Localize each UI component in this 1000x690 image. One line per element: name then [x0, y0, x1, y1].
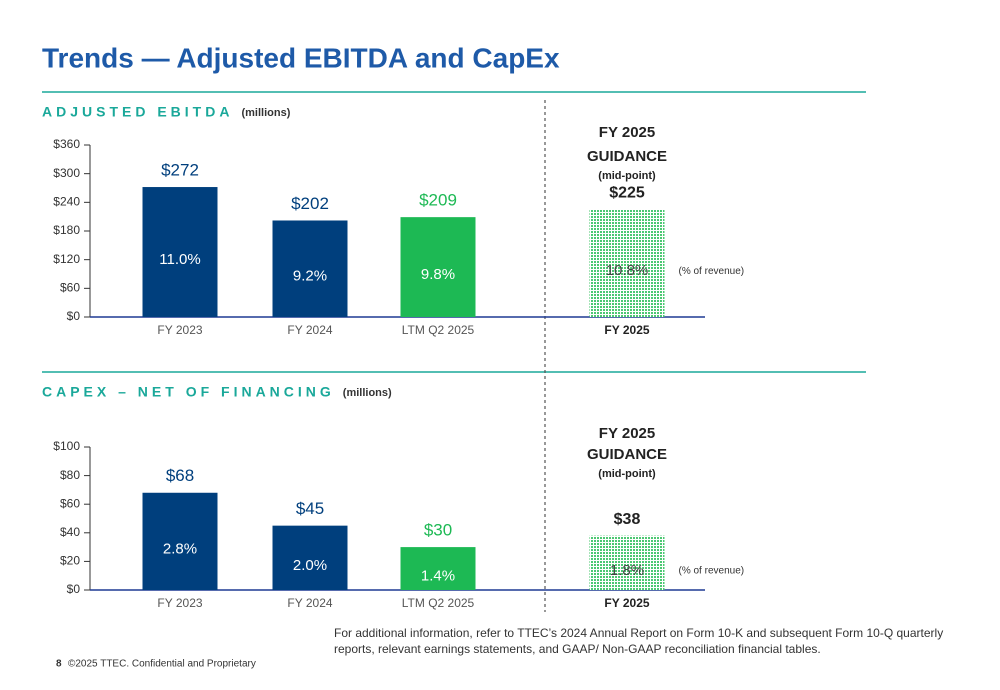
value-label: $38 [614, 511, 641, 528]
percent-label: 9.2% [293, 268, 327, 285]
x-tick-label: FY 2025 [604, 323, 649, 337]
x-tick-label: LTM Q2 2025 [402, 323, 475, 337]
bar [400, 217, 476, 317]
x-tick-label: FY 2024 [287, 596, 332, 610]
y-tick-label: $20 [60, 554, 80, 568]
bar [142, 492, 218, 590]
value-label: $272 [161, 161, 199, 180]
y-tick-label: $360 [53, 137, 80, 151]
guidance-note: (mid-point) [598, 468, 656, 480]
x-tick-label: FY 2024 [287, 323, 332, 337]
percent-label: 1.8% [610, 562, 644, 579]
x-tick-label: FY 2023 [157, 323, 202, 337]
percent-label: 9.8% [421, 266, 455, 283]
bar [589, 535, 665, 590]
footer-text: ©2025 TTEC. Confidential and Proprietary [68, 659, 256, 670]
percent-note: (% of revenue) [679, 565, 745, 576]
bar [589, 209, 665, 317]
bar [272, 525, 348, 590]
x-tick-label: FY 2025 [604, 596, 649, 610]
percent-label: 2.0% [293, 557, 327, 574]
value-label: $225 [609, 185, 645, 202]
percent-label: 1.4% [421, 568, 455, 585]
y-tick-label: $300 [53, 166, 80, 180]
x-tick-label: FY 2023 [157, 596, 202, 610]
guidance-title: GUIDANCE [587, 148, 667, 165]
value-label: $45 [296, 499, 324, 518]
value-label: $30 [424, 521, 452, 540]
percent-label: 2.8% [163, 540, 197, 557]
guidance-note: (mid-point) [598, 170, 656, 182]
y-tick-label: $80 [60, 468, 80, 482]
y-tick-label: $60 [60, 496, 80, 510]
footnote: reports, relevant earnings statements, a… [334, 642, 821, 656]
bar [400, 547, 476, 590]
percent-label: 10.8% [606, 262, 649, 279]
value-label: $209 [419, 191, 457, 210]
y-tick-label: $40 [60, 525, 80, 539]
percent-note: (% of revenue) [679, 266, 745, 277]
y-tick-label: $120 [53, 252, 80, 266]
guidance-title: FY 2025 [599, 425, 655, 442]
slide-title: Trends — Adjusted EBITDA and CapEx [42, 42, 560, 73]
y-tick-label: $180 [53, 223, 80, 237]
page-number: 8 [56, 659, 62, 670]
chart-title: CAPEX – NET OF FINANCING [42, 384, 335, 400]
y-tick-label: $0 [67, 309, 81, 323]
value-label: $68 [166, 466, 194, 485]
y-tick-label: $100 [53, 439, 80, 453]
chart-subtitle: (millions) [343, 387, 392, 399]
y-tick-label: $240 [53, 195, 80, 209]
guidance-title: FY 2025 [599, 124, 655, 141]
chart-subtitle: (millions) [241, 107, 290, 119]
x-tick-label: LTM Q2 2025 [402, 596, 475, 610]
bar [272, 220, 348, 317]
bar [142, 187, 218, 317]
footnote: For additional information, refer to TTE… [334, 626, 943, 640]
value-label: $202 [291, 194, 329, 213]
y-tick-label: $0 [67, 582, 81, 596]
chart-title: ADJUSTED EBITDA [42, 104, 233, 120]
percent-label: 11.0% [159, 251, 200, 268]
y-tick-label: $60 [60, 281, 80, 295]
guidance-title: GUIDANCE [587, 446, 667, 463]
